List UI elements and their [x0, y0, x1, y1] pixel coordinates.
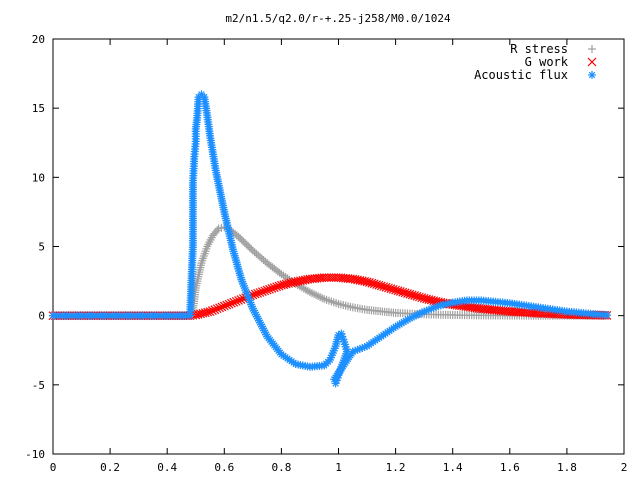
data-point [236, 295, 246, 304]
plot-border [52, 38, 625, 455]
data-point [207, 306, 217, 316]
y-tick-label: 20 [32, 33, 45, 46]
x-tick-label: 0.6 [214, 461, 234, 474]
chart-title: m2/n1.5/q2.0/r-+.25-j258/M0.0/1024 [225, 12, 451, 25]
data-point [215, 303, 224, 313]
data-point [307, 289, 316, 298]
data-point [262, 285, 272, 295]
legend-label: Acoustic flux [474, 68, 568, 82]
data-point [265, 284, 274, 294]
x-tick-label: 1.2 [386, 461, 406, 474]
y-tick-label: 15 [32, 102, 45, 115]
data-point [217, 302, 227, 312]
data-point [303, 286, 312, 295]
data-point [301, 285, 310, 294]
data-point [277, 270, 286, 279]
data-point [253, 288, 263, 298]
legend-marker [588, 45, 596, 53]
data-point [250, 289, 260, 299]
data-point [316, 293, 325, 302]
data-point [299, 284, 308, 293]
data-point [227, 298, 236, 308]
y-tick-label: 10 [32, 171, 45, 184]
legend-label: R stress [510, 42, 568, 56]
data-point [205, 307, 215, 316]
data-point [210, 305, 220, 315]
data-point [229, 297, 239, 307]
data-point [231, 296, 241, 306]
axis-ticks: 0 0.2 0.4 0.6 0.8 1 1.2 1.4 1.6 1.8 2 -10 -5 0 5 10 15 20 [25, 33, 627, 474]
y-tick-label: 0 [38, 310, 45, 323]
y-tick-label: -10 [25, 448, 45, 461]
data-point [310, 290, 319, 299]
data-point [314, 292, 323, 301]
legend-label: G work [525, 55, 569, 69]
data-point [255, 288, 265, 297]
legend-marker [588, 71, 596, 79]
data-point [272, 282, 282, 292]
series-layer [48, 90, 612, 388]
data-point [260, 286, 270, 296]
data-point [267, 284, 277, 293]
x-tick-label: 1.6 [500, 461, 520, 474]
data-point [305, 288, 314, 297]
data-point [224, 299, 234, 309]
x-tick-label: 0.8 [271, 461, 291, 474]
data-point [269, 283, 279, 293]
data-point [602, 310, 611, 319]
y-tick-label: -5 [32, 379, 45, 392]
series-acoustic-flux [49, 90, 611, 388]
x-tick-label: 0.4 [157, 461, 177, 474]
data-point [257, 287, 267, 297]
data-point [312, 291, 321, 300]
x-tick-label: 2 [621, 461, 628, 474]
data-point [222, 300, 232, 310]
data-point [234, 296, 243, 305]
y-tick-label: 5 [38, 241, 45, 254]
x-tick-label: 1.8 [557, 461, 577, 474]
x-tick-label: 1 [335, 461, 342, 474]
data-point [212, 304, 222, 314]
data-point [279, 271, 288, 280]
data-point [213, 226, 222, 235]
data-point [203, 307, 213, 317]
data-point [318, 294, 327, 303]
data-point [219, 301, 229, 311]
series-g-work [48, 273, 612, 321]
x-tick-label: 0 [50, 461, 57, 474]
legend-marker [587, 57, 597, 67]
x-tick-label: 0.2 [100, 461, 120, 474]
x-tick-label: 1.4 [443, 461, 463, 474]
